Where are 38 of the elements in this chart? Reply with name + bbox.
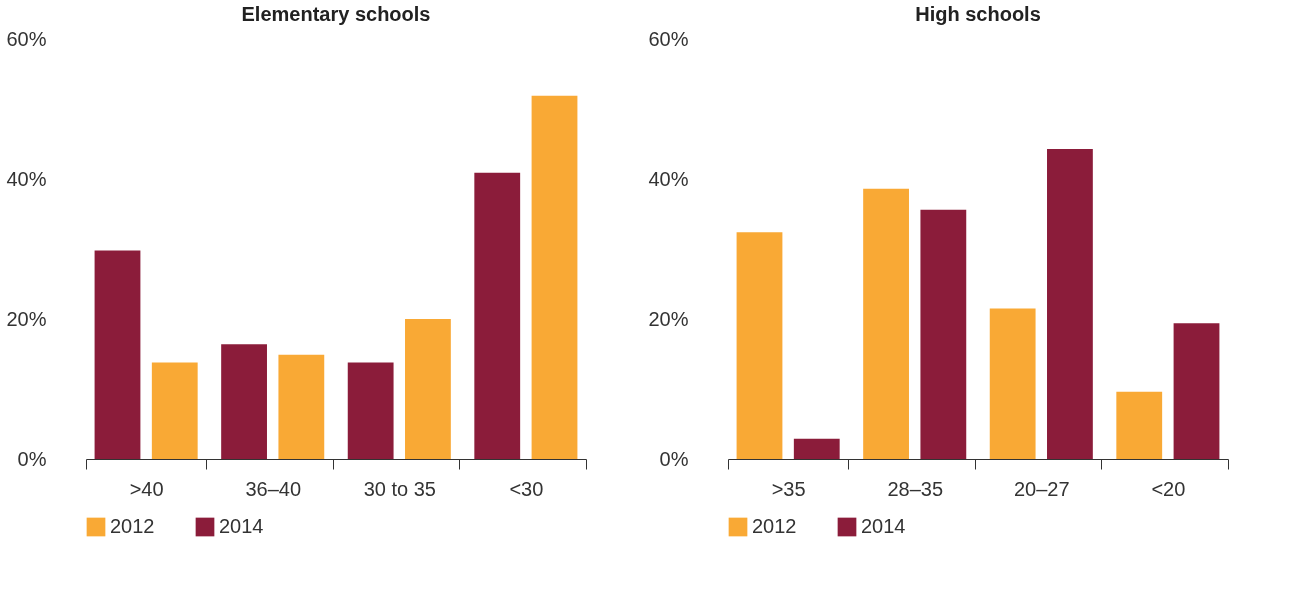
x-tick-label: >35 bbox=[771, 477, 806, 500]
x-tick-label: 28–35 bbox=[887, 477, 944, 500]
bar bbox=[989, 308, 1036, 459]
y-tick-label: 0% bbox=[659, 447, 689, 470]
bar bbox=[736, 232, 783, 459]
bar bbox=[531, 95, 578, 459]
y-tick-label: 20% bbox=[648, 307, 689, 330]
bar bbox=[94, 250, 141, 459]
x-tick-label: 20–27 bbox=[1013, 477, 1070, 500]
bar bbox=[1116, 391, 1163, 459]
legend-label: 2012 bbox=[110, 515, 155, 537]
bar bbox=[863, 188, 909, 459]
x-tick-label: >40 bbox=[129, 477, 164, 500]
bar bbox=[405, 319, 451, 459]
x-tick-label: <20 bbox=[1151, 477, 1186, 500]
legend-label: 2014 bbox=[861, 515, 906, 537]
y-tick-label: 20% bbox=[6, 307, 47, 330]
bar bbox=[1047, 148, 1093, 459]
bar bbox=[151, 362, 198, 459]
y-tick-label: 60% bbox=[6, 27, 47, 50]
legend-label: 2012 bbox=[752, 515, 797, 537]
bar bbox=[474, 172, 521, 459]
bar bbox=[793, 438, 840, 459]
y-tick-label: 0% bbox=[17, 447, 47, 470]
bar bbox=[221, 344, 267, 459]
bar bbox=[920, 209, 967, 459]
y-tick-label: 60% bbox=[648, 27, 689, 50]
bar bbox=[278, 354, 325, 459]
x-tick-label: 36–40 bbox=[245, 477, 302, 500]
x-tick-label: <30 bbox=[509, 477, 544, 500]
y-tick-label: 40% bbox=[648, 167, 689, 190]
bar bbox=[347, 362, 394, 459]
chart-title: High schools bbox=[915, 3, 1041, 25]
legend-label: 2014 bbox=[219, 515, 264, 537]
chart-title: Elementary schools bbox=[241, 3, 431, 25]
y-tick-label: 40% bbox=[6, 167, 47, 190]
x-tick-label: 30 to 35 bbox=[363, 477, 436, 500]
bar bbox=[1173, 323, 1220, 459]
